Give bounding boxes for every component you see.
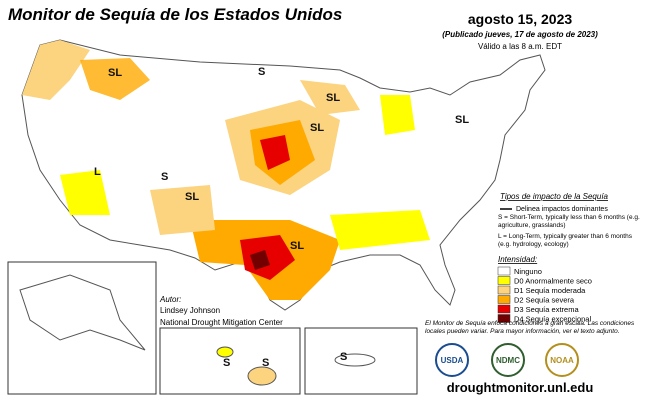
legend-label: Ninguno bbox=[514, 267, 542, 276]
title: Monitor de Sequía de los Estados Unidos bbox=[8, 5, 342, 24]
intensity-title: Intensidad: bbox=[498, 255, 537, 264]
legend-swatch bbox=[497, 266, 511, 276]
drought-area bbox=[60, 170, 110, 215]
map-label: S bbox=[258, 66, 265, 78]
note: El Monitor de Sequía enfoca condiciones … bbox=[425, 320, 635, 335]
map-label: S bbox=[223, 357, 230, 369]
impact-short: S = Short-Term, typically less than 6 mo… bbox=[498, 214, 640, 229]
legend-label: D4 Sequía excepcional bbox=[514, 315, 591, 324]
author-name: Lindsey Johnson bbox=[160, 306, 220, 315]
valid: Válido a las 8 a.m. EDT bbox=[478, 42, 562, 51]
drought-area bbox=[150, 185, 215, 235]
legend-label: D0 Anormalmente seco bbox=[514, 277, 592, 286]
map-label: SL bbox=[326, 92, 340, 104]
url[interactable]: droughtmonitor.unl.edu bbox=[447, 380, 594, 395]
alaska-outline bbox=[19, 274, 146, 351]
map-label: S bbox=[161, 171, 168, 183]
map-label: SL bbox=[108, 67, 122, 79]
logo bbox=[545, 343, 579, 377]
impact-text-box: S = Short-Term, typically less than 6 mo… bbox=[498, 214, 640, 248]
author-org: National Drought Mitigation Center bbox=[160, 318, 283, 327]
drought-area bbox=[260, 135, 290, 170]
map-label: S bbox=[340, 351, 347, 363]
map-label: S bbox=[262, 357, 269, 369]
map-label: SL bbox=[185, 191, 199, 203]
impact-delineates: Delinea impactos dominantes bbox=[516, 206, 608, 213]
legend-label: D1 Sequía moderada bbox=[514, 286, 586, 295]
drought-area bbox=[250, 250, 270, 270]
date: agosto 15, 2023 bbox=[468, 11, 572, 27]
legend-swatch bbox=[497, 276, 511, 285]
legend-swatch bbox=[497, 285, 511, 295]
drought-area bbox=[80, 58, 150, 100]
legend-swatch bbox=[497, 295, 511, 304]
logo-text: USDA bbox=[441, 356, 464, 365]
map-label: SL bbox=[455, 114, 469, 126]
map-label: SL bbox=[310, 122, 324, 134]
published: (Publicado jueves, 17 de agosto de 2023) bbox=[442, 30, 598, 39]
hawaii-island bbox=[216, 346, 234, 358]
hawaii-inset bbox=[159, 327, 301, 395]
pr-island bbox=[334, 353, 376, 367]
legend-label: D3 Sequía extrema bbox=[514, 305, 579, 314]
author-heading: Autor: bbox=[159, 295, 181, 304]
logo-text: NDMC bbox=[496, 356, 520, 365]
legend-swatch bbox=[497, 304, 511, 314]
impact-title: Tipos de impacto de la Sequía bbox=[500, 192, 609, 201]
hawaii-island bbox=[247, 366, 277, 386]
impact-long: L = Long-Term, typically greater than 6 … bbox=[498, 233, 632, 248]
legend-swatch bbox=[497, 314, 511, 323]
drought-area bbox=[330, 210, 430, 250]
map-label: SL bbox=[290, 240, 304, 252]
logo-text: NOAA bbox=[550, 356, 574, 365]
drought-area bbox=[380, 95, 415, 135]
drought-area bbox=[22, 40, 90, 100]
drought-area bbox=[300, 80, 360, 115]
logo bbox=[435, 343, 469, 377]
note-box: El Monitor de Sequía enfoca condiciones … bbox=[425, 320, 635, 335]
legend-label: D2 Sequía severa bbox=[514, 296, 575, 305]
logo bbox=[491, 343, 525, 377]
map-label: L bbox=[94, 166, 101, 178]
